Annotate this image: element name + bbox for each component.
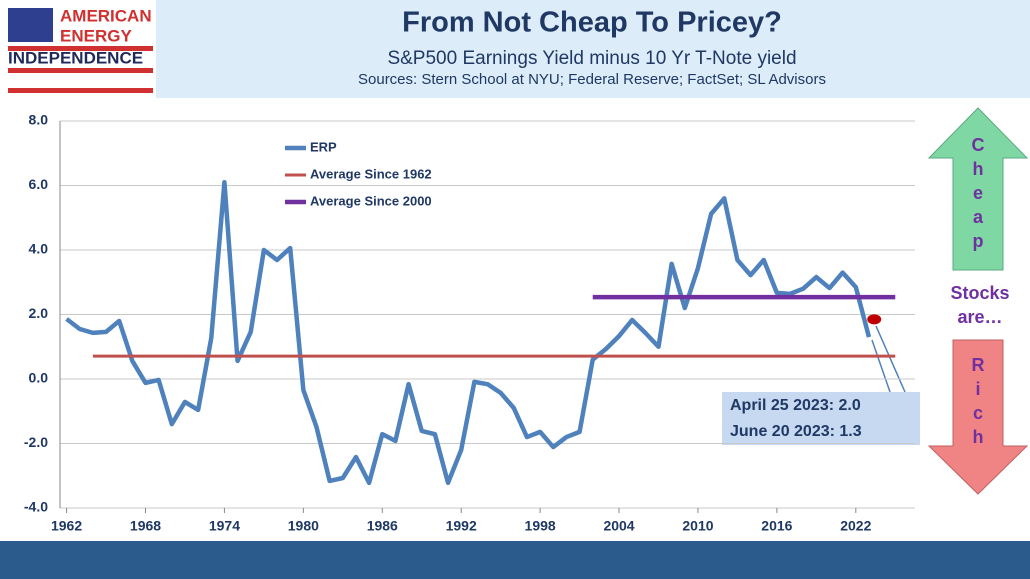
x-tick-label: 2016 — [761, 518, 792, 534]
flag-stripe — [8, 46, 153, 51]
x-tick-label: 2022 — [840, 518, 871, 534]
y-tick-label: 0.0 — [29, 370, 49, 386]
cheap-letter: e — [973, 183, 983, 203]
rich-arrow — [927, 339, 1029, 495]
legend-label: Average Since 1962 — [310, 166, 432, 181]
side-label: Stocks — [950, 283, 1009, 303]
side-label: are… — [957, 307, 1002, 327]
flag-stripe — [8, 68, 153, 73]
highlight-point — [867, 314, 882, 325]
annotation: April 25 2023: 2.0 — [730, 397, 861, 414]
x-tick-label: 1974 — [209, 518, 240, 534]
y-tick-label: 8.0 — [29, 112, 49, 128]
rich-letter: R — [972, 355, 985, 375]
x-tick-label: 1980 — [288, 518, 319, 534]
legend-label: Average Since 2000 — [310, 193, 432, 208]
flag — [8, 8, 53, 42]
footer-band — [0, 541, 1030, 579]
annotation-arrow — [875, 325, 906, 393]
chart-subtitle: S&P500 Earnings Yield minus 10 Yr T-Note… — [387, 48, 796, 69]
rich-letter: h — [973, 427, 984, 447]
cheap-letter: C — [972, 135, 985, 155]
x-tick-label: 1962 — [51, 518, 82, 534]
x-tick-label: 1998 — [525, 518, 556, 534]
annotation-box — [722, 392, 920, 445]
flag-stripe — [8, 88, 153, 93]
x-tick-label: 1992 — [446, 518, 477, 534]
rich-letter: c — [973, 403, 983, 423]
header-band — [156, 0, 1030, 98]
x-tick-label: 1986 — [367, 518, 398, 534]
x-tick-label: 1968 — [130, 518, 161, 534]
cheap-letter: p — [973, 231, 984, 251]
y-tick-label: 6.0 — [29, 176, 49, 192]
chart-title: From Not Cheap To Pricey? — [402, 7, 782, 39]
logo-text: INDEPENDENCE — [8, 48, 143, 67]
annotation: June 20 2023: 1.3 — [730, 423, 862, 440]
logo: AMERICAN ENERGY INDEPENDENCE — [8, 6, 153, 93]
logo-text: AMERICAN — [60, 6, 152, 25]
sources: Sources: Stern School at NYU; Federal Re… — [358, 71, 826, 88]
y-tick-label: -2.0 — [24, 434, 48, 450]
cheap-letter: a — [973, 207, 984, 227]
series-line — [65, 180, 872, 486]
rich-letter: i — [975, 379, 980, 399]
cheap-letter: h — [973, 159, 984, 179]
y-tick-label: 4.0 — [29, 241, 49, 257]
annotation-arrow — [871, 339, 891, 393]
logo-text: ENERGY — [60, 26, 132, 45]
cheap-arrow — [927, 107, 1029, 271]
y-tick-label: -4.0 — [24, 499, 48, 515]
legend-label: ERP — [310, 139, 337, 154]
y-tick-label: 2.0 — [29, 305, 49, 321]
x-tick-label: 2004 — [603, 518, 634, 534]
x-tick-label: 2010 — [682, 518, 713, 534]
